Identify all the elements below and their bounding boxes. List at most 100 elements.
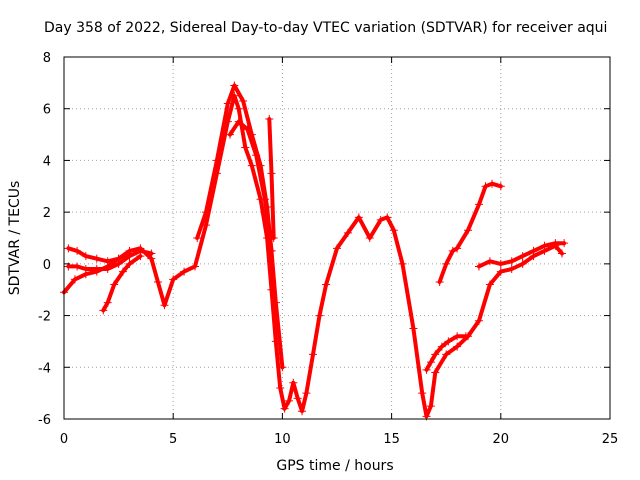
data-point [551, 239, 560, 248]
data-point [453, 342, 462, 351]
data-point [118, 267, 127, 276]
data-point [81, 265, 90, 274]
data-point [322, 280, 331, 289]
data-point [409, 324, 418, 333]
data-point [435, 277, 444, 286]
data-point [193, 234, 202, 242]
y-tick-label: -6 [38, 413, 51, 428]
y-axis-label: SDTVAR / TECUs [7, 181, 23, 296]
x-tick-label: 5 [169, 432, 177, 447]
data-point [422, 365, 431, 374]
data-point [212, 156, 221, 165]
data-point [557, 249, 566, 258]
grid [64, 57, 610, 419]
x-tick-label: 20 [493, 432, 510, 447]
data-point [485, 257, 494, 266]
data-point [252, 151, 261, 160]
y-tick-label: 2 [43, 206, 51, 221]
series-line [62, 93, 564, 419]
data-point [488, 179, 497, 188]
data-point [70, 275, 79, 284]
data-point [81, 252, 90, 261]
data-point [243, 125, 252, 134]
data-point [180, 267, 189, 276]
series-line [437, 181, 503, 284]
data-point [431, 350, 440, 359]
data-point [114, 254, 123, 263]
data-point [496, 182, 505, 191]
series-track-2 [64, 246, 156, 274]
series-track-7 [265, 115, 278, 242]
data-point [241, 143, 250, 152]
data-point [223, 99, 232, 108]
data-point [191, 262, 200, 271]
series-track-9 [435, 179, 505, 286]
data-point [376, 215, 385, 224]
data-point [315, 311, 324, 320]
data-point [507, 257, 516, 266]
y-axis-ticks: -6 -4 -2 0 2 4 6 8 [38, 51, 610, 428]
data-point [398, 259, 407, 268]
data-point [507, 265, 516, 274]
data-point [125, 259, 134, 268]
data-point [518, 259, 527, 268]
data-point [485, 280, 494, 289]
data-point [225, 130, 234, 139]
data-point [136, 252, 145, 261]
data-point [293, 394, 302, 403]
series-track-3 [64, 244, 134, 266]
series-track-6 [225, 117, 287, 372]
y-tick-label: 0 [43, 258, 51, 273]
data-point [153, 277, 162, 286]
x-tick-label: 10 [274, 432, 291, 447]
data-point [464, 226, 473, 235]
series-track-4 [99, 252, 145, 315]
data-point [103, 298, 112, 307]
data-point [442, 259, 451, 268]
data-point [230, 81, 239, 90]
data-point [278, 363, 287, 372]
data-point [442, 350, 451, 359]
y-tick-label: -4 [38, 361, 51, 376]
data-point [333, 244, 341, 253]
data-point [239, 96, 248, 105]
x-tick-label: 25 [602, 432, 619, 447]
data-point [73, 246, 82, 255]
data-point [461, 332, 470, 341]
data-point [267, 169, 276, 178]
data-point [308, 350, 317, 359]
data-point [453, 244, 462, 253]
data-point [354, 213, 363, 222]
data-point [280, 404, 289, 413]
data-point [383, 213, 392, 222]
data-series [60, 81, 569, 421]
data-point [276, 383, 285, 392]
series-line [228, 119, 285, 370]
chart-title: Day 358 of 2022, Sidereal Day-to-day VTE… [44, 20, 607, 36]
data-point [474, 262, 483, 271]
data-point [453, 332, 462, 341]
data-point [431, 368, 440, 377]
data-point [73, 262, 82, 271]
data-point [269, 234, 278, 242]
data-point [496, 267, 505, 276]
data-point [103, 257, 112, 266]
data-point [99, 306, 108, 315]
data-point [125, 249, 134, 258]
data-point [302, 389, 311, 398]
data-point [448, 246, 457, 255]
data-point [426, 358, 435, 367]
data-point [260, 195, 269, 204]
y-tick-label: 4 [43, 154, 51, 169]
x-axis-ticks: 0 5 10 15 20 25 [60, 57, 618, 447]
series-track-10 [474, 239, 569, 271]
series-line [101, 254, 143, 313]
data-point [389, 226, 398, 235]
data-point [481, 182, 490, 191]
data-point [474, 316, 483, 325]
y-tick-label: -2 [38, 310, 51, 325]
data-point [529, 246, 538, 255]
data-point [92, 254, 101, 263]
data-point [103, 265, 112, 274]
